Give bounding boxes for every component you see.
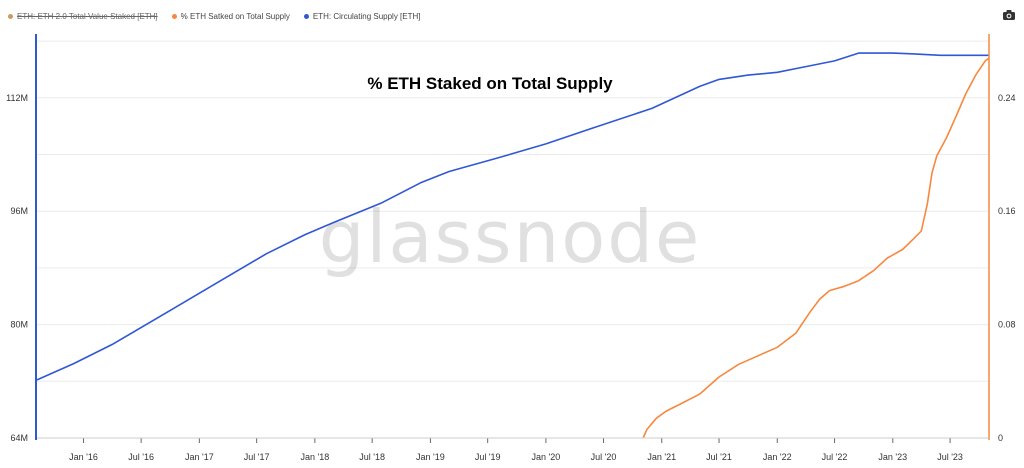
y-right-tick-label: 0.24 <box>998 93 1016 103</box>
y-left-tick-label: 112M <box>6 93 28 103</box>
x-tick-label: Jan '20 <box>532 452 561 462</box>
y-left-tick-label: 80M <box>10 320 28 330</box>
y-right-tick-label: 0.16 <box>998 206 1016 216</box>
x-tick-label: Jul '22 <box>822 452 848 462</box>
x-tick-label: Jul '21 <box>706 452 732 462</box>
x-tick-label: Jan '19 <box>416 452 445 462</box>
y-left-tick-label: 64M <box>10 433 28 443</box>
legend-item-3[interactable]: ETH: Circulating Supply [ETH] <box>303 11 421 21</box>
x-tick-label: Jul '19 <box>475 452 501 462</box>
y-left-tick-label: 96M <box>10 206 28 216</box>
axes: 64M 80M 96M 112M 0 0.08 0.16 0.24 Jan '16 Jul '16… <box>6 34 1016 462</box>
legend-swatch <box>8 13 13 19</box>
x-tick-label: Jan '23 <box>878 452 907 462</box>
x-tick-label: Jul '23 <box>937 452 963 462</box>
gridlines <box>37 40 989 439</box>
x-tick-label: Jan '18 <box>301 452 330 462</box>
series-layer <box>36 52 990 439</box>
camera-icon[interactable] <box>1002 9 1016 21</box>
series-line-2 <box>642 57 990 439</box>
x-tick-label: Jan '21 <box>647 452 676 462</box>
legend-item-1[interactable]: ETH: ETH 2.0 Total Value Staked [ETH] <box>8 12 158 21</box>
legend-label: % ETH Satked on Total Supply <box>180 11 290 21</box>
legend-item-2[interactable]: % ETH Satked on Total Supply <box>171 11 290 21</box>
x-tick-label: Jul '17 <box>244 452 270 462</box>
y-right-tick-label: 0.08 <box>998 320 1016 330</box>
y-right-tick-label: 0 <box>998 433 1003 443</box>
legend-label: ETH: Circulating Supply [ETH] <box>312 11 421 21</box>
x-tick-label: Jan '16 <box>69 452 98 462</box>
x-tick-label: Jul '18 <box>359 452 385 462</box>
chart-title: % ETH Staked on Total Supply <box>367 74 613 93</box>
legend-label: ETH: ETH 2.0 Total Value Staked [ETH] <box>17 11 158 21</box>
x-tick-label: Jan '17 <box>185 452 214 462</box>
legend-swatch <box>171 13 177 19</box>
series-line-1 <box>36 52 989 381</box>
chart-legend: ETH: ETH 2.0 Total Value Staked [ETH] % E… <box>8 9 435 23</box>
watermark-glassnode: glassnode <box>319 195 702 279</box>
x-tick-label: Jul '20 <box>591 452 617 462</box>
x-tick-label: Jul '16 <box>128 452 154 462</box>
x-tick-label: Jan '22 <box>763 452 792 462</box>
legend-swatch <box>303 13 309 19</box>
